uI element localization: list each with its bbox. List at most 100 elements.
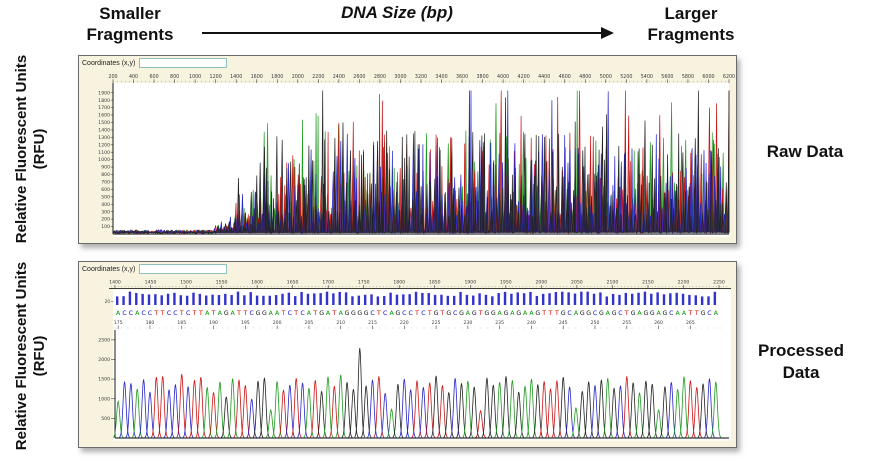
quality-bar [173, 292, 176, 305]
proc-x-tick-label: 1650 [287, 280, 299, 286]
quality-bar [656, 292, 659, 305]
chromatogram-peak-T [278, 389, 289, 438]
base-call-A: A [529, 310, 534, 317]
base-pos-label: 205 [305, 320, 314, 326]
quality-bar [586, 291, 589, 305]
base-call-A: A [231, 310, 236, 317]
chromatogram-peak-A [265, 408, 277, 438]
raw-x-tick-label: 1400 [230, 74, 242, 80]
raw-x-tick-label: 4800 [579, 74, 591, 80]
chromatogram-peak-C [589, 385, 601, 438]
raw-y-tick-label: 1900 [98, 90, 110, 96]
chromatogram-peak-T [545, 388, 556, 438]
base-call-G: G [446, 310, 451, 317]
raw-coordinates-input[interactable] [139, 58, 228, 68]
quality-bar [414, 291, 418, 305]
chromatogram-peak-T [475, 409, 486, 438]
base-call-G: G [357, 310, 362, 317]
raw-y-tick-label: 800 [101, 172, 110, 178]
base-call-T: T [153, 310, 158, 317]
proc-x-tick-label: 2250 [713, 280, 725, 286]
base-pos-label: 220 [400, 320, 409, 326]
raw-coordinates-label: Coordinates (x,y) [82, 59, 136, 67]
raw-y-tick-label: 1500 [98, 120, 110, 126]
base-pos-label: 230 [463, 320, 472, 326]
quality-bar [624, 292, 628, 305]
quality-bar [592, 293, 596, 305]
rfu-axis-label-processed: Relative Fluorescent Units (RFU) [13, 261, 48, 451]
base-call-A: A [218, 310, 223, 317]
quality-bar [205, 295, 208, 305]
base-call-C: C [421, 310, 425, 317]
chromatogram-peak-T [233, 379, 245, 438]
base-call-A: A [466, 310, 471, 317]
raw-x-tick-label: 2000 [292, 74, 304, 80]
quality-bar [446, 295, 450, 305]
raw-y-tick-label: 1700 [98, 105, 110, 111]
chromatogram-peak-G [360, 385, 372, 438]
base-call-A: A [275, 310, 280, 317]
quality-bar [166, 293, 170, 305]
processed-chromatogram-plot: 1400 1450 1500 1550 1600 1650 1700 1750 1800 1850… [98, 280, 731, 441]
raw-y-tick-label: 1100 [98, 150, 110, 156]
base-call-A: A [510, 310, 515, 317]
raw-x-tick-label: 3200 [415, 74, 427, 80]
proc-x-tick-label: 2200 [678, 280, 690, 286]
base-call-C: C [707, 310, 711, 317]
raw-x-tick-label: 200 [108, 74, 117, 80]
chromatogram-peak-G [316, 391, 327, 438]
quality-bar [707, 296, 710, 305]
quality-bar [249, 292, 252, 305]
quality-bar [637, 292, 640, 305]
chromatogram-peak-G [640, 380, 652, 438]
raw-y-tick-label: 700 [101, 180, 110, 186]
quality-bar [700, 296, 704, 305]
base-pos-label: 200 [273, 320, 282, 326]
chromatogram-peak-C [449, 378, 461, 438]
base-call-T: T [541, 310, 546, 317]
base-call-T: T [440, 310, 445, 317]
base-call-G: G [256, 310, 261, 317]
quality-bar [669, 293, 672, 305]
quality-bar [529, 291, 532, 305]
quality-bar [332, 293, 335, 305]
base-call-C: C [250, 310, 254, 317]
proc-x-tick-label: 1500 [180, 280, 192, 286]
base-call-C: C [300, 310, 304, 317]
raw-x-tick-label: 800 [170, 74, 179, 80]
chromatogram-peak-G [595, 379, 607, 438]
smaller-fragments-label: Smaller Fragments [86, 4, 174, 45]
base-call-A: A [269, 310, 274, 317]
proc-x-tick-label: 1900 [464, 280, 476, 286]
arrow-head-icon [601, 27, 614, 39]
chromatogram-peak-A [672, 389, 684, 438]
proc-x-tick-label: 2050 [571, 280, 583, 286]
proc-y-tick-label: 1000 [98, 396, 110, 402]
quality-bar [491, 296, 494, 305]
base-call-C: C [402, 310, 406, 317]
proc-x-tick-label: 1850 [429, 280, 441, 286]
quality-bar [147, 294, 151, 305]
base-call-T: T [331, 310, 336, 317]
base-pos-label: 260 [654, 320, 663, 326]
base-call-T: T [179, 310, 184, 317]
base-call-T: T [293, 310, 298, 317]
quality-bar [402, 294, 405, 305]
base-pos-label: 195 [241, 320, 250, 326]
processed-coordinates-label: Coordinates (x,y) [82, 265, 136, 273]
quality-bar [548, 293, 551, 305]
quality-bar [395, 294, 399, 305]
quality-bar [306, 293, 310, 305]
raw-x-tick-label: 1200 [210, 74, 222, 80]
chromatogram-peak-G [487, 384, 499, 438]
raw-x-tick-label: 2600 [353, 74, 365, 80]
raw-x-tick-label: 4200 [518, 74, 530, 80]
processed-coordinates-input[interactable] [139, 264, 228, 274]
base-call-A: A [637, 310, 642, 317]
quality-bar [459, 291, 462, 305]
quality-bar [192, 292, 195, 305]
quality-bar [713, 291, 717, 305]
base-call-A: A [326, 310, 331, 317]
quality-bar [580, 291, 583, 305]
base-call-G: G [612, 310, 617, 317]
